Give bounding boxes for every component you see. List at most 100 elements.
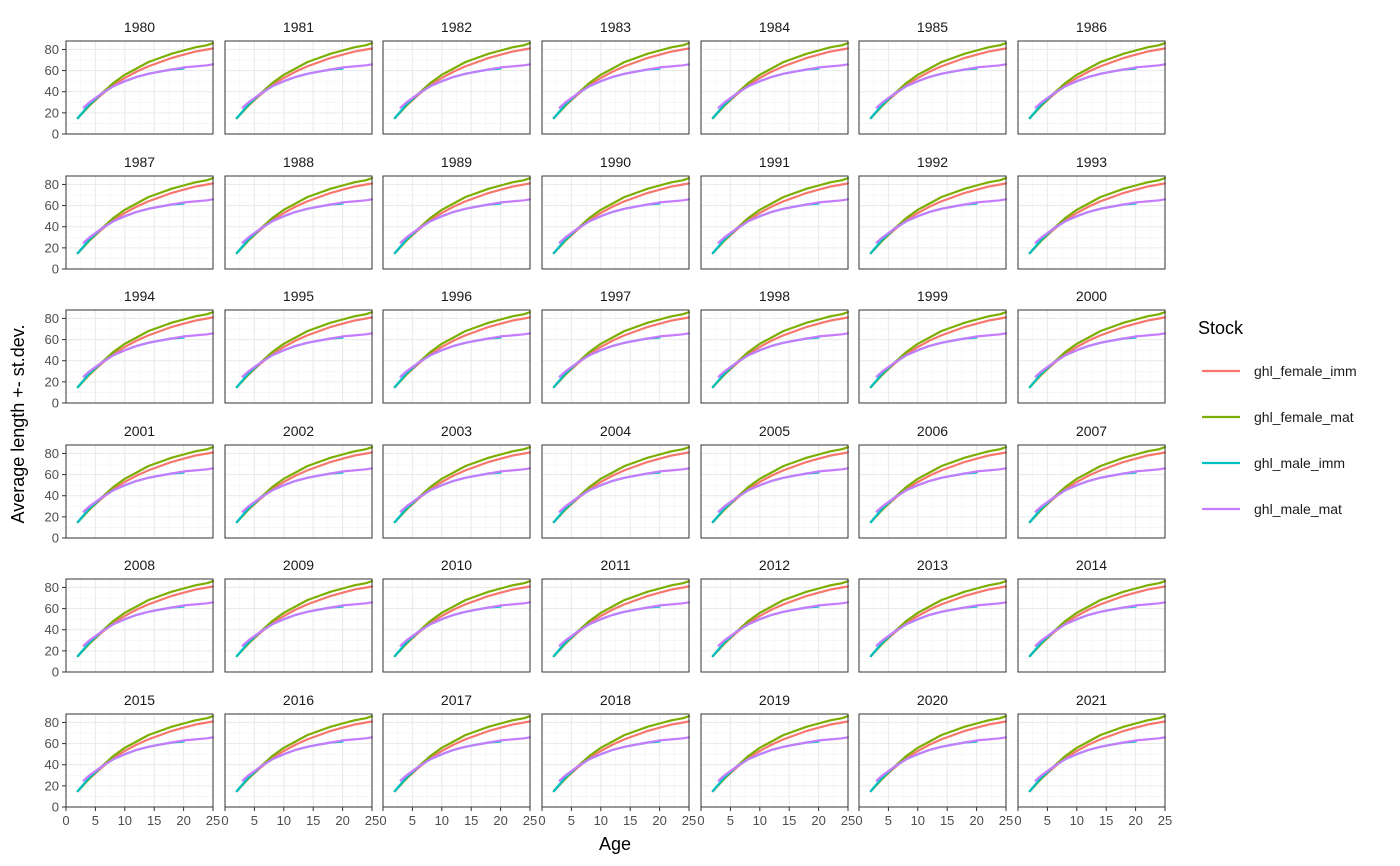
series-line-ghl-female-mat-2009 xyxy=(235,579,374,658)
facet-label-2013: 2013 xyxy=(917,557,948,573)
series-line-ghl-female-mat-2012 xyxy=(711,579,850,658)
y-tick-label: 60 xyxy=(45,63,59,78)
x-tick-label: 15 xyxy=(464,813,478,828)
series-line-ghl-female-imm-2009 xyxy=(235,585,374,658)
series-line-ghl-male-mat-2012 xyxy=(717,601,850,647)
series-line-ghl-male-mat-2020 xyxy=(875,736,1008,782)
series-line-ghl-female-mat-1983 xyxy=(552,41,691,120)
x-tick-label: 20 xyxy=(335,813,349,828)
x-tick-label: 0 xyxy=(538,813,545,828)
panel-border xyxy=(700,175,849,270)
facet-label-1996: 1996 xyxy=(441,288,472,304)
y-tick-label: 40 xyxy=(45,219,59,234)
facet-label-1992: 1992 xyxy=(917,154,948,170)
x-tick-label: 20 xyxy=(811,813,825,828)
y-tick-label: 0 xyxy=(52,531,59,546)
panel-border xyxy=(858,40,1007,135)
panel-border xyxy=(382,175,531,270)
panel-border xyxy=(1017,175,1166,270)
series-line-ghl-female-mat-2007 xyxy=(1028,446,1167,524)
y-axis-title: Average length +- st.dev. xyxy=(8,325,28,524)
facet-label-2004: 2004 xyxy=(600,423,631,439)
series-line-ghl-female-imm-2002 xyxy=(235,451,374,524)
x-tick-label: 10 xyxy=(911,813,925,828)
panel-border xyxy=(224,40,373,135)
facet-label-2010: 2010 xyxy=(441,557,472,573)
facet-label-2011: 2011 xyxy=(600,557,630,573)
x-tick-label: 5 xyxy=(727,813,734,828)
series-line-ghl-female-imm-2013 xyxy=(869,585,1008,658)
panel-border xyxy=(382,578,531,673)
facet-panel-2007: 2007 xyxy=(1017,423,1167,539)
panel-border xyxy=(541,444,690,539)
facet-label-1988: 1988 xyxy=(283,154,314,170)
panel-border xyxy=(541,309,690,404)
facet-panel-1981: 1981 xyxy=(224,19,374,135)
series-line-ghl-female-mat-2020 xyxy=(869,714,1008,793)
y-tick-label: 80 xyxy=(45,715,59,730)
panel-border xyxy=(541,175,690,270)
y-tick-label: 0 xyxy=(52,127,59,142)
panel-border xyxy=(382,713,531,808)
series-line-ghl-male-mat-1989 xyxy=(399,198,532,244)
facet-panel-1995: 1995 xyxy=(224,288,374,404)
series-line-ghl-female-imm-1981 xyxy=(235,47,374,120)
series-line-ghl-male-mat-2002 xyxy=(241,467,374,513)
facet-label-2000: 2000 xyxy=(1076,288,1107,304)
facet-panel-1980: 1980 xyxy=(65,19,215,135)
legend-title: Stock xyxy=(1198,318,1244,338)
series-line-ghl-female-imm-2007 xyxy=(1028,451,1167,524)
x-tick-label: 20 xyxy=(652,813,666,828)
panel-border xyxy=(858,309,1007,404)
series-line-ghl-male-mat-1992 xyxy=(875,198,1008,244)
panel-border xyxy=(65,578,214,673)
panel-border xyxy=(700,444,849,539)
facet-panel-1988: 1988 xyxy=(224,154,374,270)
facet-panel-2006: 2006 xyxy=(858,423,1008,539)
x-tick-label: 5 xyxy=(568,813,575,828)
y-tick-label: 20 xyxy=(45,374,59,389)
facet-label-1995: 1995 xyxy=(283,288,314,304)
series-line-ghl-female-mat-1994 xyxy=(76,311,215,389)
y-tick-label: 40 xyxy=(45,622,59,637)
panel-border xyxy=(858,175,1007,270)
y-tick-label: 0 xyxy=(52,262,59,277)
y-tick-label: 40 xyxy=(45,488,59,503)
panel-border xyxy=(65,444,214,539)
y-tick-label: 20 xyxy=(45,105,59,120)
series-line-ghl-male-mat-1985 xyxy=(875,63,1008,109)
facet-panel-2015: 2015 xyxy=(65,692,215,808)
x-tick-label: 15 xyxy=(306,813,320,828)
facet-panel-1990: 1990 xyxy=(541,154,691,270)
series-line-ghl-male-mat-1999 xyxy=(875,332,1008,378)
series-line-ghl-male-mat-1993 xyxy=(1034,198,1167,244)
series-line-ghl-female-imm-2008 xyxy=(76,585,215,658)
x-tick-label: 15 xyxy=(147,813,161,828)
panel-border xyxy=(541,713,690,808)
series-line-ghl-female-imm-1992 xyxy=(869,182,1008,255)
series-line-ghl-female-imm-2018 xyxy=(552,720,691,793)
series-line-ghl-female-imm-1990 xyxy=(552,182,691,255)
series-line-ghl-male-mat-2013 xyxy=(875,601,1008,647)
panel-border xyxy=(700,309,849,404)
series-line-ghl-female-imm-1982 xyxy=(393,47,532,120)
series-line-ghl-female-mat-1999 xyxy=(869,311,1008,389)
series-line-ghl-female-mat-1985 xyxy=(869,41,1008,120)
x-tick-label: 0 xyxy=(855,813,862,828)
y-axes: 0 20 40 60 80 0 20 40 60 80 0 20 40 60 80 0 20 40 60 80 0 20 4… xyxy=(45,42,66,815)
series-line-ghl-female-imm-1983 xyxy=(552,47,691,120)
series-line-ghl-female-imm-1991 xyxy=(711,182,850,255)
series-line-ghl-female-imm-2014 xyxy=(1028,585,1167,658)
y-tick-label: 60 xyxy=(45,198,59,213)
series-line-ghl-female-mat-2019 xyxy=(711,714,850,793)
series-line-ghl-female-imm-1986 xyxy=(1028,47,1167,120)
x-tick-label: 5 xyxy=(885,813,892,828)
x-tick-label: 20 xyxy=(493,813,507,828)
x-tick-label: 5 xyxy=(92,813,99,828)
series-line-ghl-female-mat-1996 xyxy=(393,311,532,389)
legend-label-ghl-female-imm: ghl_female_imm xyxy=(1254,363,1357,379)
x-tick-label: 0 xyxy=(1014,813,1021,828)
series-line-ghl-male-mat-2004 xyxy=(558,467,691,513)
facet-label-1983: 1983 xyxy=(600,19,631,35)
x-tick-label: 25 xyxy=(1158,813,1172,828)
